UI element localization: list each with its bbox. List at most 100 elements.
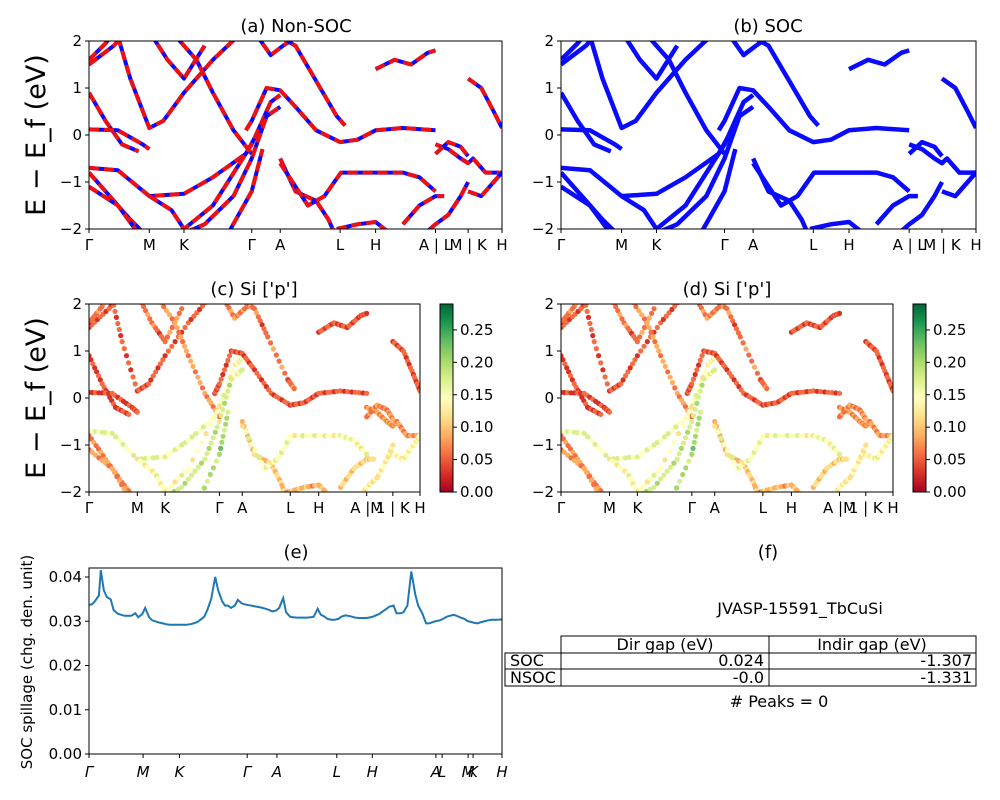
band-line-nonsoc (427, 181, 470, 229)
band-line-soc (900, 180, 944, 229)
projection-point (119, 339, 125, 345)
table-cell: 0.024 (718, 651, 764, 670)
projection-point (607, 292, 612, 297)
band-line-nonsoc (467, 171, 502, 199)
projection-point (651, 306, 657, 312)
x-tick-label: Γ (720, 236, 729, 254)
projection-point (780, 433, 787, 439)
projection-point (193, 431, 199, 437)
projection-point (146, 455, 152, 461)
y-tick-label: −2 (532, 483, 554, 501)
projection-point (216, 381, 222, 387)
projection-point (155, 296, 160, 301)
projection-point (220, 371, 226, 378)
projection-point (689, 418, 695, 425)
projection-point (721, 441, 727, 447)
projection-point (116, 478, 122, 484)
projection-point (593, 486, 599, 492)
projection-point (689, 381, 695, 387)
projection-point (768, 433, 775, 439)
projection-point (218, 376, 224, 382)
y-tick-label: 0 (544, 389, 554, 407)
band-line-nonsoc (89, 185, 138, 229)
projection-point (715, 429, 721, 435)
projection-point (863, 442, 869, 448)
projection-point (576, 298, 581, 303)
band-line-soc (561, 41, 583, 62)
projection-point (360, 390, 366, 396)
projection-point (672, 304, 678, 309)
panel-d-projection (561, 292, 893, 499)
projection-point (153, 369, 159, 375)
x-tick-label: L (759, 499, 768, 517)
projection-point (633, 304, 639, 310)
projection-point (712, 367, 718, 373)
projection-point (121, 346, 127, 352)
band-line-nonsoc (89, 127, 151, 151)
projection-point (207, 471, 213, 478)
projection-point (830, 493, 835, 498)
projection-point (182, 480, 188, 486)
projection-point (268, 340, 274, 346)
x-tick-label: L (336, 236, 345, 254)
band-line-nonsoc (401, 194, 445, 226)
projection-point (312, 433, 318, 439)
projection-point (150, 373, 156, 379)
projection-point (634, 339, 641, 345)
projection-point (225, 409, 231, 415)
colorbar-tick-label: 0.00 (933, 483, 966, 501)
y-tick-label: 0.01 (49, 701, 82, 719)
projection-point (225, 388, 231, 394)
projection-point (801, 494, 806, 499)
projection-point (644, 479, 650, 485)
projection-point (598, 360, 604, 366)
band-line-nonsoc (434, 142, 502, 175)
projection-point (683, 465, 689, 471)
projection-point (652, 339, 658, 345)
projection-point (776, 433, 783, 439)
projection-point (585, 314, 592, 320)
projection-point (221, 400, 228, 406)
projection-point (630, 454, 637, 460)
projection-point (134, 409, 140, 415)
projection-point (836, 310, 843, 316)
x-tick-label: M | K (923, 236, 962, 254)
panel-a-bands (89, 41, 502, 229)
projection-point (664, 468, 670, 474)
projection-point (641, 482, 647, 488)
x-tick-label: Γ (688, 499, 697, 517)
projection-point (890, 388, 893, 394)
colorbar-tick-label: 0.20 (460, 353, 493, 371)
projection-point (749, 358, 755, 364)
x-tick-label: H (370, 236, 381, 254)
projection-point (686, 408, 693, 414)
projection-point (199, 439, 205, 445)
projection-point (622, 373, 629, 379)
projection-point (185, 465, 191, 472)
projection-point (603, 493, 608, 498)
projection-point (113, 296, 118, 301)
projection-point (97, 377, 103, 383)
band-line-soc (660, 115, 742, 229)
projection-point (615, 308, 621, 314)
projection-point (239, 367, 245, 373)
y-tick-label: −1 (60, 436, 82, 454)
projection-point (210, 435, 216, 441)
projection-point (585, 296, 590, 301)
projection-point (195, 374, 201, 380)
band-line-nonsoc (89, 91, 140, 154)
projection-point (671, 492, 676, 497)
projection-point (665, 431, 671, 437)
projection-point (341, 388, 347, 394)
projection-point (206, 445, 212, 451)
projection-point (417, 433, 420, 439)
projection-point (641, 343, 647, 349)
projection-point (675, 304, 680, 306)
projection-point (105, 295, 110, 300)
projection-point (328, 494, 333, 499)
projection-point (308, 433, 314, 439)
projection-point (169, 316, 175, 322)
x-tick-label: A (430, 763, 441, 781)
band-line-soc (589, 41, 709, 131)
colorbar-tick-label: 0.05 (460, 451, 493, 469)
